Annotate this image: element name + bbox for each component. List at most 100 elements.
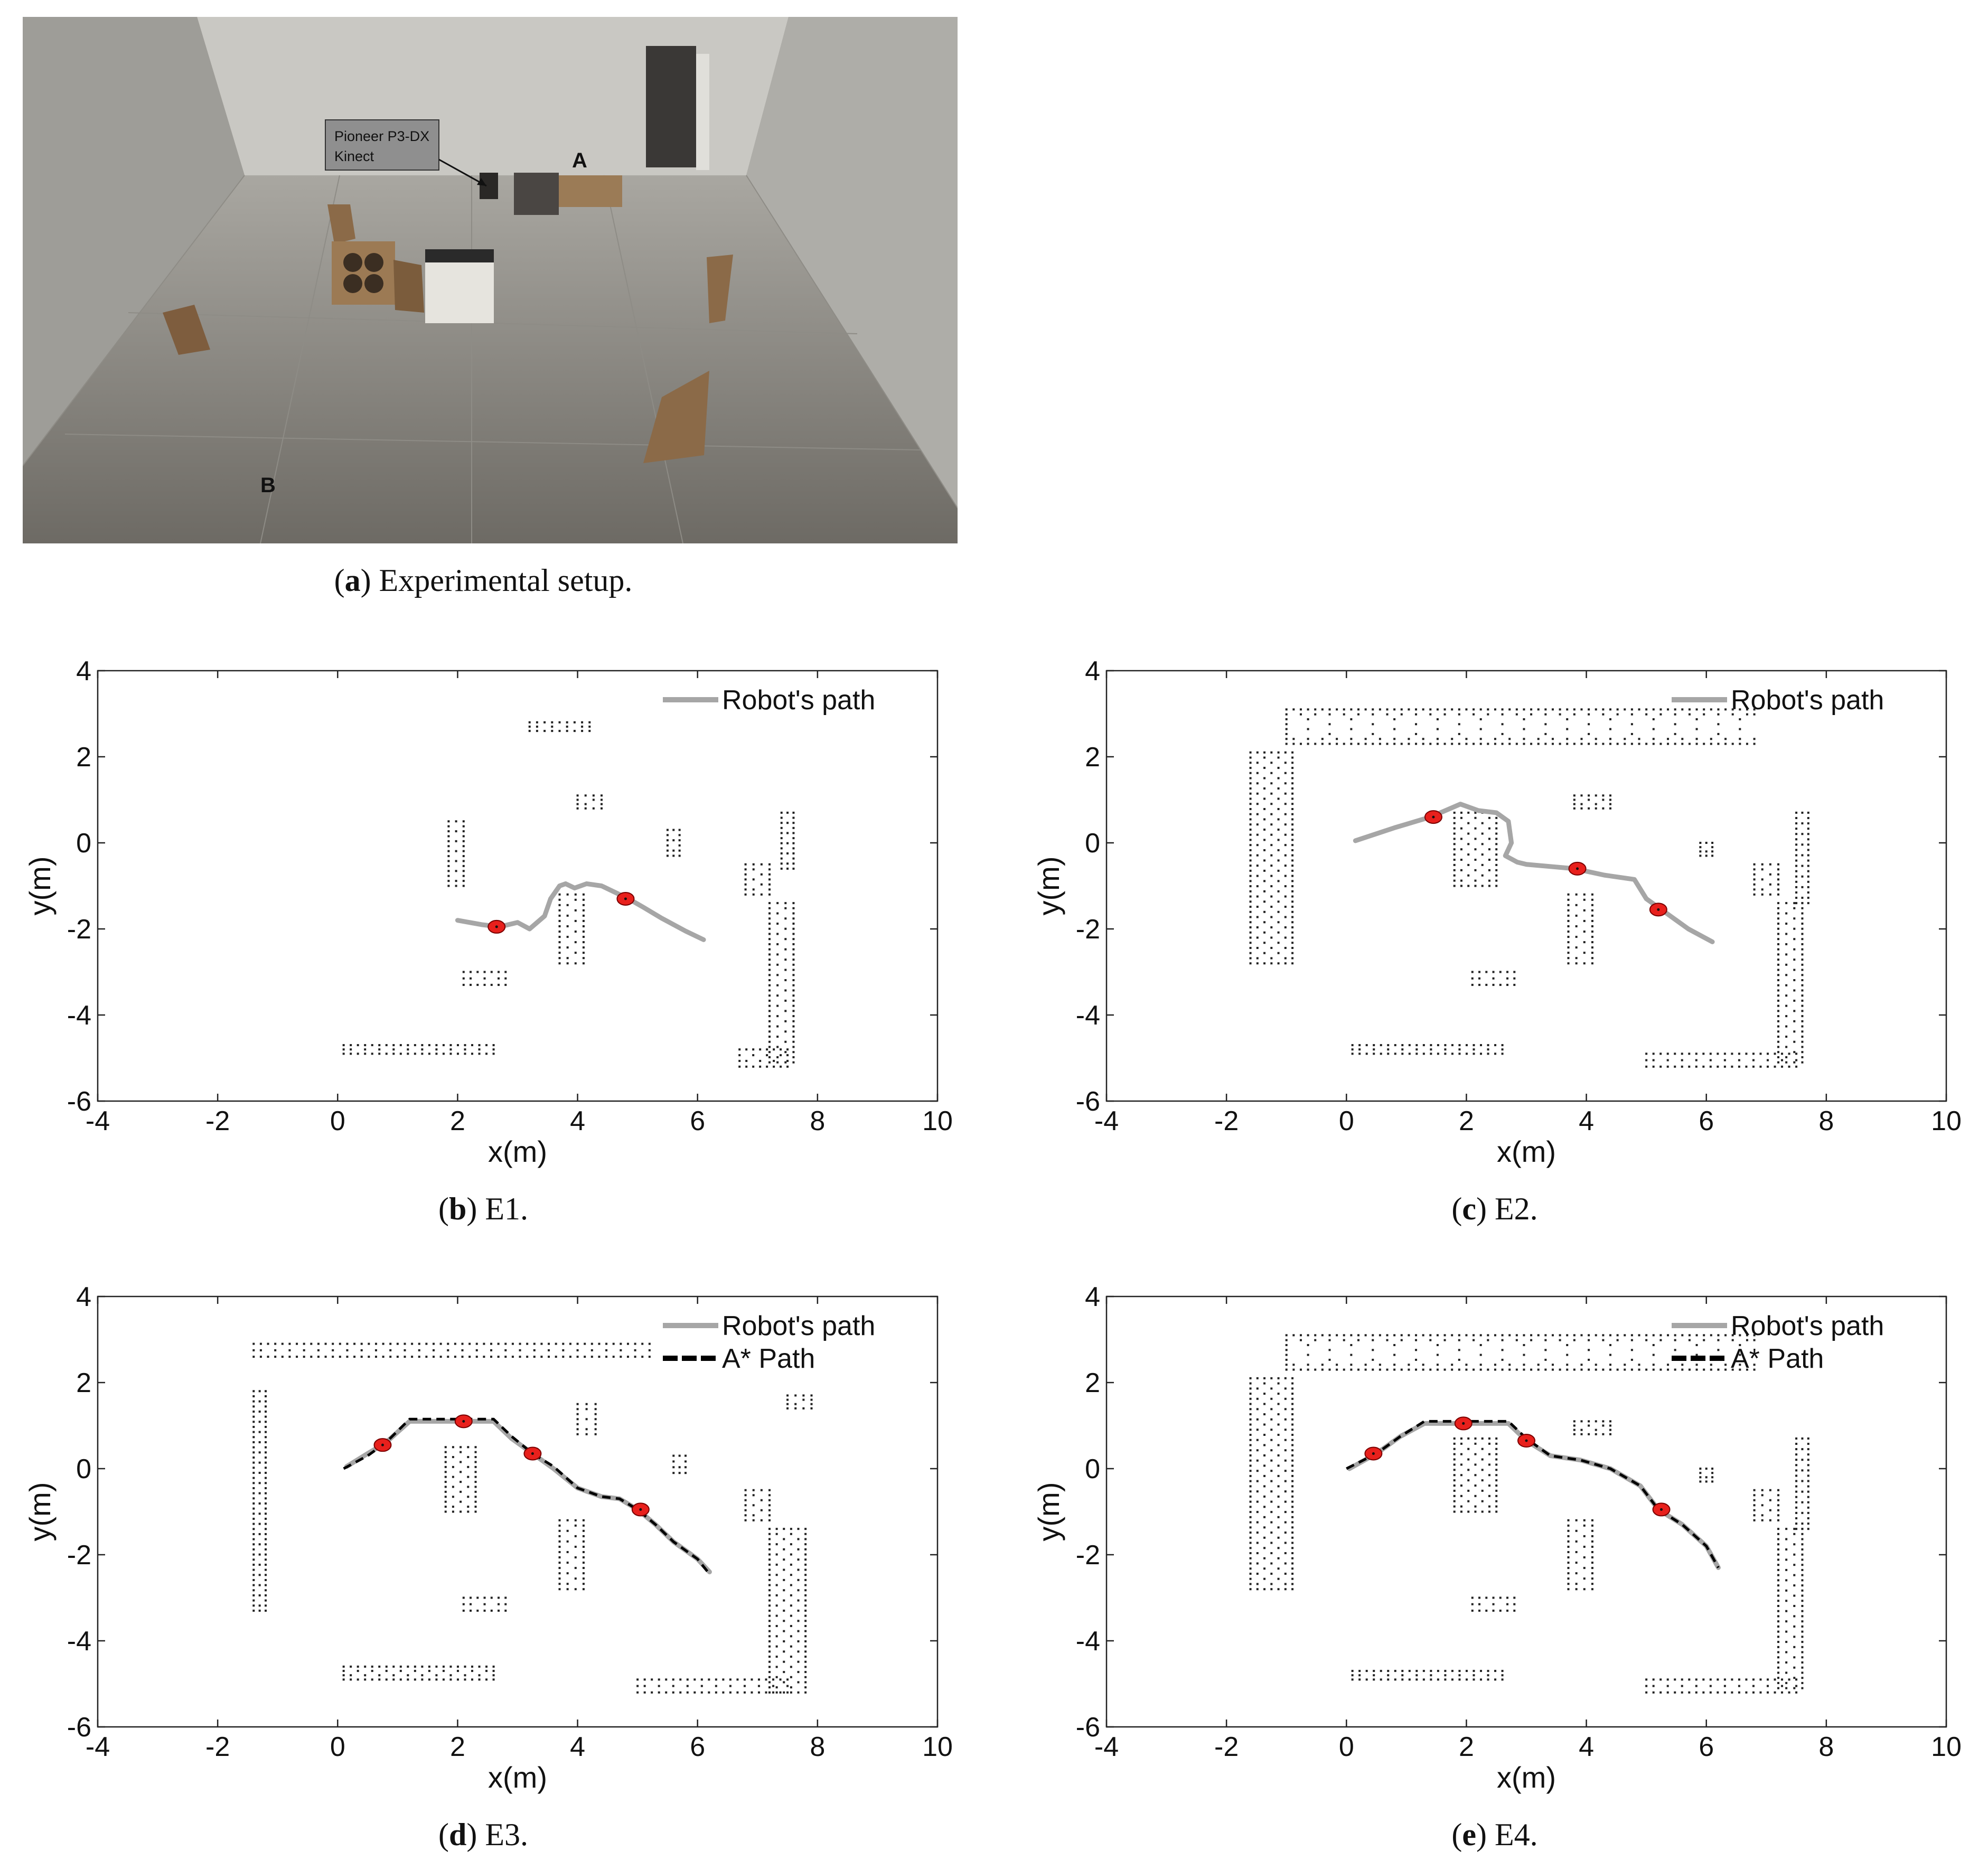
- chart-e1-obstacle-cluster: [342, 1044, 495, 1055]
- chart-e4-obstacle-point: [1777, 1677, 1779, 1679]
- chart-e1-obstacle-point: [752, 1054, 755, 1057]
- chart-e4-obstacle-point: [1583, 1577, 1586, 1580]
- chart-e3-obstacle-point: [790, 1614, 792, 1617]
- chart-e4-obstacle-point: [1588, 1358, 1590, 1361]
- chart-e1-obstacle-point: [776, 1004, 779, 1007]
- chart-e4-obstacle-point: [1467, 1500, 1470, 1502]
- chart-e4-obstacle-point: [1659, 1368, 1662, 1371]
- chart-e2-obstacle-point: [1602, 794, 1605, 797]
- chart-e3-obstacle-point: [576, 1418, 579, 1421]
- chart-e3-obstacle-point: [483, 1609, 486, 1612]
- chart-e3-obstacle-point: [594, 1418, 597, 1421]
- chart-e4-obstacle-point: [1458, 1349, 1460, 1351]
- chart-e2-obstacle-point: [1400, 743, 1403, 745]
- chart-e4: -4 -2 0 2 4 6 8 10 -6 -4 -2 0 2 4 x(m) y(m) Robot's path…: [1009, 1275, 1988, 1794]
- chart-e2-obstacle-point: [1544, 743, 1547, 745]
- chart-e4-obstacle-point: [1256, 1531, 1259, 1534]
- chart-e3-obstacle-point: [797, 1671, 800, 1674]
- chart-e2-obstacle-point: [1291, 916, 1294, 918]
- chart-e2-obstacle-point: [1365, 1044, 1368, 1047]
- chart-e1-obstacle-point: [392, 1044, 395, 1047]
- chart-e4-obstacle-point: [1415, 1674, 1418, 1677]
- chart-e1-obstacle-point: [574, 898, 577, 901]
- chart-e4-obstacle-point: [1479, 1368, 1482, 1371]
- chart-e1-obstacle-point: [566, 925, 569, 927]
- chart-e4-obstacle-point: [1513, 1596, 1516, 1599]
- chart-e2-obstacle-point: [1709, 1065, 1712, 1068]
- chart-e2-obstacle-point: [1738, 1065, 1740, 1068]
- chart-e4-obstacle-point: [1291, 1382, 1294, 1385]
- chart-e2-obstacle-point: [1591, 941, 1593, 944]
- chart-e1-obstacle-point: [364, 1053, 367, 1055]
- chart-e1-obstacle-point: [536, 725, 538, 728]
- chart-e2-obstacle-point: [1474, 879, 1477, 882]
- chart-e4-obstacle-point: [1393, 1343, 1396, 1346]
- chart-e4-obstacle-point: [1681, 1334, 1684, 1337]
- chart-e4-obstacle-point: [1583, 1535, 1586, 1537]
- chart-e4-obstacle-point: [1478, 1603, 1481, 1605]
- chart-e3-obstacle-point: [790, 1691, 792, 1694]
- chart-e2-obstacle-point: [1645, 708, 1648, 711]
- chart-e4-obstacle-point: [1567, 1556, 1570, 1559]
- chart-e4-obstacle-point: [1284, 1429, 1287, 1431]
- chart-e4-xtick-label: 10: [1931, 1732, 1962, 1762]
- chart-e3-obstacle-point: [364, 1665, 367, 1668]
- chart-e2-obstacle-point: [1357, 743, 1359, 745]
- chart-e1-obstacle-point: [745, 1065, 748, 1068]
- chart-e3-obstacle-point: [474, 1510, 477, 1513]
- chart-e2-obstacle-point: [1249, 813, 1252, 815]
- chart-e3-obstacle-point: [768, 1609, 771, 1612]
- chart-e3-obstacle-point: [555, 1342, 557, 1345]
- chart-e4-obstacle-point: [1270, 1480, 1273, 1482]
- chart-e4-obstacle-point: [1567, 1577, 1570, 1580]
- chart-e2-obstacle-point: [1458, 713, 1460, 716]
- chart-e4-obstacle-point: [1249, 1485, 1252, 1488]
- chart-e4-obstacle-point: [1277, 1464, 1280, 1467]
- chart-e2-obstacle-point: [1256, 844, 1259, 847]
- chart-e3-obstacle-point: [651, 1691, 653, 1694]
- chart-e1-obstacle-point: [792, 912, 795, 915]
- chart-e4-obstacle-point: [1717, 1334, 1720, 1337]
- chart-e4-obstacle-point: [1667, 1364, 1670, 1366]
- chart-e2-obstacle-point: [1422, 708, 1424, 711]
- chart-e4-obstacle-point: [1314, 1334, 1317, 1337]
- chart-e2-obstacle-point: [1263, 880, 1266, 882]
- chart-e4-obstacle-point: [1364, 1334, 1367, 1337]
- chart-e1-obstacle-point: [455, 830, 457, 833]
- chart-e3-obstacle-point: [768, 1568, 771, 1571]
- chart-e1-obstacle-point: [566, 936, 569, 938]
- chart-e4-obstacle-point: [1777, 1489, 1779, 1491]
- chart-e4-obstacle-point: [1487, 1674, 1489, 1677]
- chart-e4-obstacle-point: [1609, 1368, 1611, 1371]
- chart-e3-obstacle-point: [582, 1562, 585, 1564]
- chart-e2-obstacle-point: [1591, 919, 1593, 922]
- chart-e2-obstacle-point: [1699, 854, 1702, 857]
- chart-e3-obstacle-point: [582, 1529, 585, 1532]
- chart-e3-obstacle-point: [461, 1349, 464, 1351]
- chart-e2-obstacle-point: [1328, 708, 1331, 711]
- chart-e1-xtick-label: 10: [922, 1106, 953, 1136]
- chart-e4-obstacle-point: [1249, 1536, 1252, 1539]
- chart-e2-obstacle-point: [1807, 843, 1809, 846]
- chart-e4-obstacle-point: [1567, 1588, 1570, 1591]
- chart-e4-xtick-label: 2: [1459, 1732, 1474, 1762]
- chart-e4-obstacle-point: [1753, 1504, 1756, 1507]
- chart-e2-obstacle-point: [1567, 925, 1570, 927]
- chart-e4-obstacle-point: [1453, 1437, 1456, 1440]
- chart-e4-obstacle-point: [1270, 1408, 1273, 1411]
- chart-e2-robot-marker-center: [1576, 867, 1579, 870]
- chart-e4-obstacle-point: [1270, 1387, 1273, 1390]
- chart-e4-obstacle-point: [1785, 1568, 1788, 1571]
- chart-e2-obstacle-point: [1681, 738, 1684, 740]
- chart-e4-obstacle-point: [1270, 1459, 1273, 1462]
- chart-e3-obstacle-point: [296, 1342, 298, 1345]
- chart-e3-obstacle-point: [768, 1499, 771, 1501]
- chart-e4-obstacle-point: [1458, 1670, 1461, 1672]
- chart-e2-obstacle-point: [1291, 906, 1294, 908]
- chart-e3-obstacle-point: [471, 1670, 474, 1672]
- chart-e3-obstacle-point: [382, 1342, 385, 1345]
- chart-e3-obstacle-point: [678, 1472, 681, 1474]
- chart-e2-obstacle-point: [1785, 963, 1788, 966]
- chart-e1-obstacle-point: [462, 840, 465, 842]
- chart-e2-obstacle-point: [1801, 994, 1804, 997]
